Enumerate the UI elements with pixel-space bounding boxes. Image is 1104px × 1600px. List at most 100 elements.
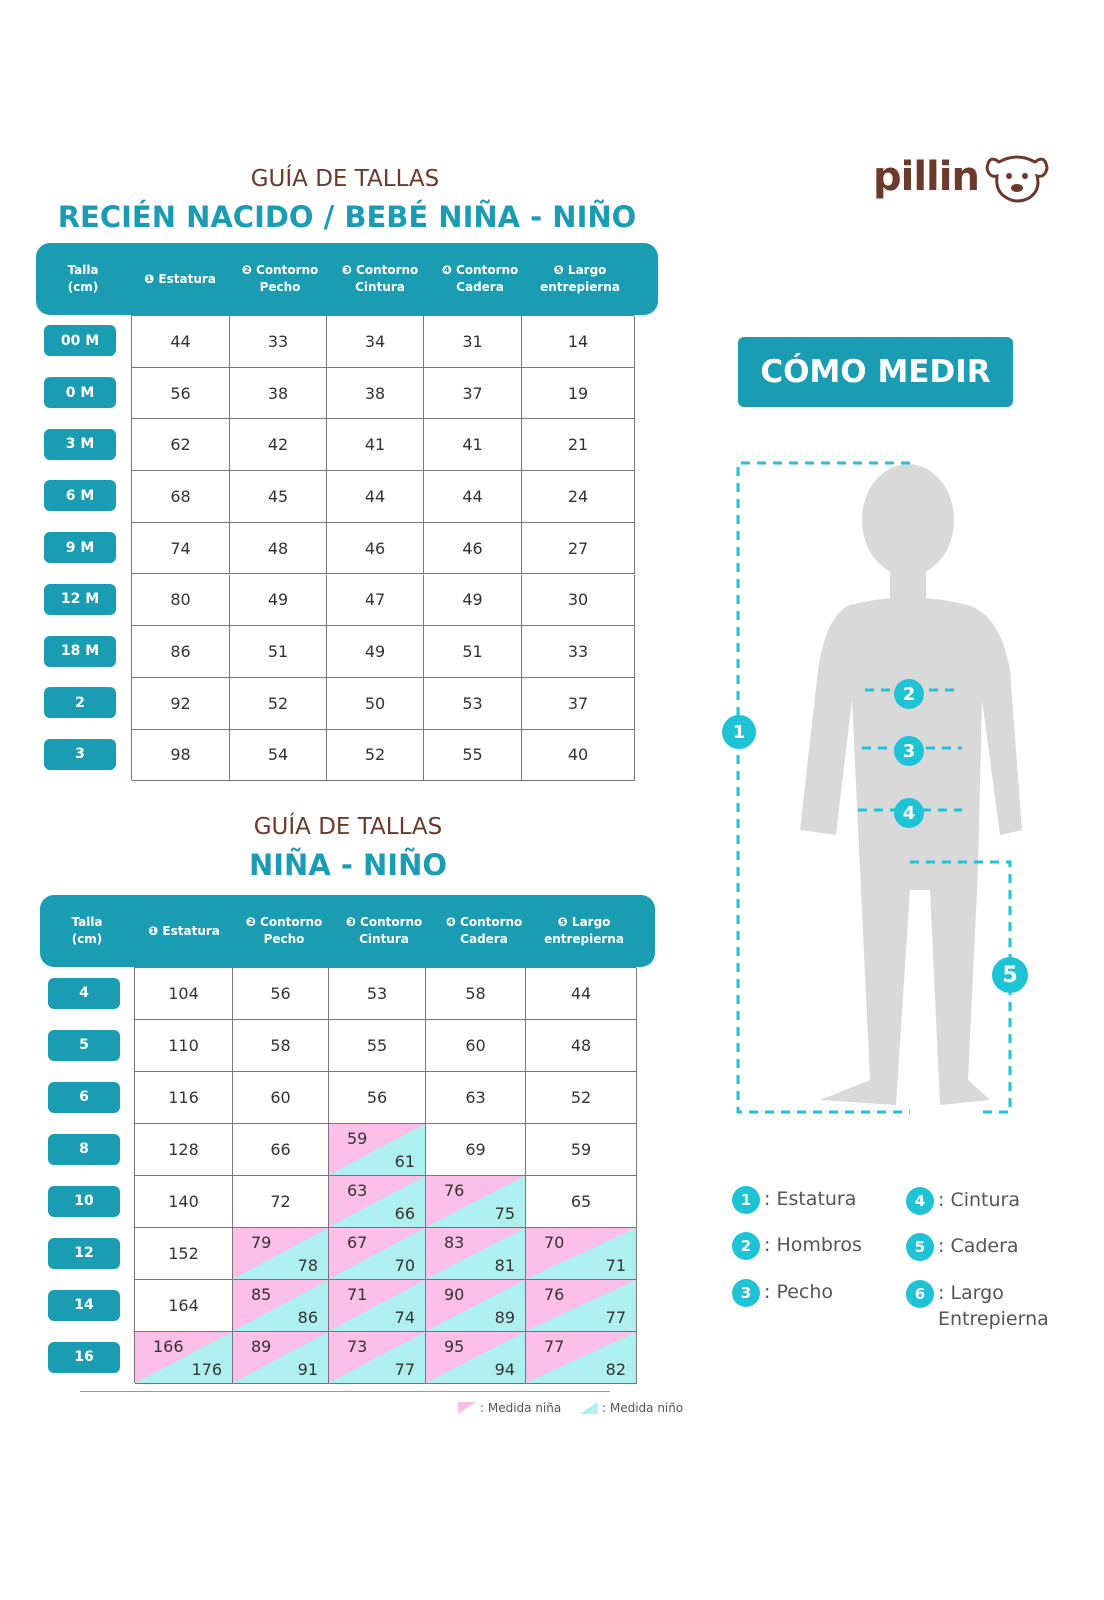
boy-value: 81 (494, 1256, 515, 1275)
boy-value: 176 (191, 1360, 222, 1379)
size-label: 2 (44, 687, 116, 719)
table-cell: 49 (230, 574, 327, 627)
table-cell: 152 (135, 1228, 233, 1280)
table-cell: 89 91 (233, 1332, 329, 1384)
boy-value: 77 (605, 1308, 626, 1327)
girl-value: 70 (544, 1233, 565, 1252)
girl-value: 76 (544, 1285, 565, 1304)
table-cell: 164 (135, 1280, 233, 1332)
column-header: ❶ Estatura (148, 923, 220, 938)
legend-item: 4: Cintura (906, 1187, 1020, 1215)
table-cell: 34 (327, 316, 424, 368)
table-cell: 58 (426, 968, 526, 1020)
table-cell: 44 (526, 968, 637, 1020)
table-cell: 19 (522, 367, 635, 420)
table-cell: 56 (329, 1072, 426, 1124)
column-header: ❶ Estatura (144, 271, 216, 286)
boy-value: 91 (297, 1360, 318, 1379)
table-cell: 72 (233, 1176, 329, 1228)
column-header: ❷ Contorno Pecho (245, 915, 323, 946)
size-label: 16 (48, 1341, 120, 1373)
legend-label: : Estatura (764, 1188, 857, 1210)
divider (80, 1391, 610, 1392)
column-header: ❺ Largo entrepierna (540, 263, 620, 294)
legend-label: : Cadera (938, 1235, 1019, 1257)
girl-value: 85 (251, 1285, 272, 1304)
table-grid: 44 33 34 31 14 56 38 38 37 19 62 42 41 41 21 68 45 44 44 24… (131, 315, 635, 782)
legend-number: 5 (906, 1233, 934, 1261)
table-cell: 85 86 (233, 1280, 329, 1332)
table-cell: 77 82 (526, 1332, 637, 1384)
girl-value: 67 (347, 1233, 368, 1252)
table-cell: 140 (135, 1176, 233, 1228)
table-cell: 40 (522, 729, 635, 782)
table-cell: 49 (424, 574, 522, 627)
legend-item: 2: Hombros (732, 1232, 862, 1260)
size-label: 8 (48, 1133, 120, 1165)
size-label: 6 (48, 1081, 120, 1113)
table-cell: 44 (327, 471, 424, 523)
table-cell: 128 (135, 1124, 233, 1176)
girl-value: 73 (347, 1337, 368, 1356)
girl-value: 95 (444, 1337, 465, 1356)
table-cell: 62 (132, 419, 230, 472)
table-cell: 76 77 (526, 1280, 637, 1332)
legend-item: 6: Largo Entrepierna (906, 1280, 1076, 1332)
girl-swatch-icon (458, 1402, 476, 1414)
legend-number: 3 (732, 1279, 760, 1307)
child-silhouette (800, 464, 1022, 1105)
legend-boy-label: : Medida niño (602, 1401, 684, 1415)
size-label: 6 M (44, 480, 116, 512)
table-cell: 67 70 (329, 1228, 426, 1280)
table-cell: 71 74 (329, 1280, 426, 1332)
legend-number: 6 (906, 1280, 934, 1308)
table-header: Talla (cm) ❶ Estatura ❷ Contorno Pecho ❸ Co… (40, 895, 655, 967)
legend-label: : Pecho (764, 1281, 834, 1303)
girl-value: 89 (251, 1337, 272, 1356)
column-header: ❹ Contorno Cadera (445, 915, 523, 946)
girl-value: 83 (444, 1233, 465, 1252)
table-cell: 69 (426, 1124, 526, 1176)
legend-item: 1: Estatura (732, 1186, 856, 1214)
table-cell: 38 (327, 367, 424, 420)
table-cell: 51 (230, 626, 327, 678)
marker-3: 3 (894, 736, 924, 766)
how-to-measure-banner: CÓMO MEDIR (738, 337, 1013, 407)
legend-label: : Largo Entrepierna (938, 1282, 1049, 1330)
legend-item: 5: Cadera (906, 1233, 1019, 1261)
table-cell: 47 (327, 574, 424, 627)
girl-value: 166 (153, 1337, 184, 1356)
table-cell: 76 75 (426, 1176, 526, 1228)
table-cell: 55 (424, 729, 522, 782)
brand-logo: pillin (873, 150, 1049, 204)
girl-value: 77 (544, 1337, 565, 1356)
marker-5: 5 (992, 957, 1028, 993)
boy-value: 71 (605, 1256, 626, 1275)
column-header: ❹ Contorno Cadera (441, 263, 519, 294)
legend-number: 2 (732, 1232, 760, 1260)
table1-title: RECIÉN NACIDO / BEBÉ NIÑA - NIÑO (57, 200, 637, 234)
boy-value: 94 (494, 1360, 515, 1379)
girl-value: 71 (347, 1285, 368, 1304)
marker-2: 2 (894, 679, 924, 709)
table-cell: 95 94 (426, 1332, 526, 1384)
legend-boy: : Medida niño (580, 1401, 683, 1415)
boy-value: 66 (394, 1204, 415, 1223)
table1-subtitle: GUÍA DE TALLAS (250, 166, 440, 192)
table-cell: 83 81 (426, 1228, 526, 1280)
size-label: 00 M (44, 325, 116, 357)
table-cell: 90 89 (426, 1280, 526, 1332)
table-cell: 80 (132, 574, 230, 627)
legend-label: : Hombros (764, 1234, 862, 1256)
column-header: ❷ Contorno Pecho (241, 263, 319, 294)
table-cell: 41 (327, 419, 424, 472)
size-label: 12 (48, 1237, 120, 1269)
size-label: 3 (44, 738, 116, 770)
table-cell: 63 66 (329, 1176, 426, 1228)
boy-value: 82 (605, 1360, 626, 1379)
legend-number: 4 (906, 1187, 934, 1215)
table-cell: 30 (522, 574, 635, 627)
table-cell: 41 (424, 419, 522, 472)
marker-4: 4 (894, 798, 924, 828)
table-cell: 55 (329, 1020, 426, 1072)
